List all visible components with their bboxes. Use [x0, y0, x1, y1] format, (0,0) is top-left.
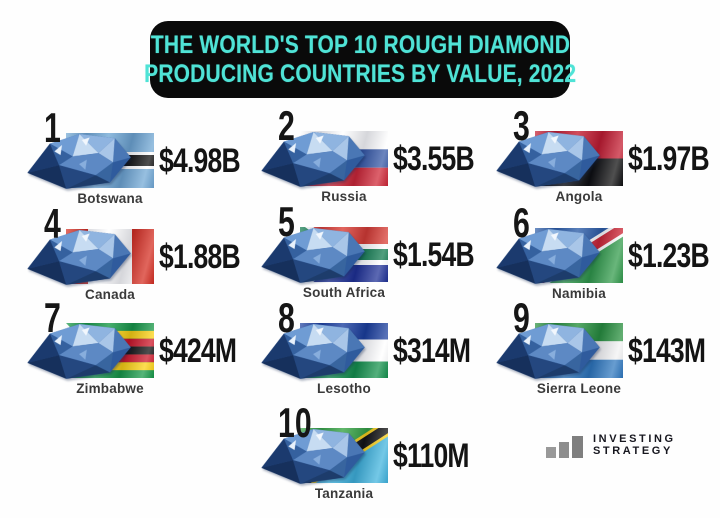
diamond-icon — [488, 222, 611, 294]
value-label: $4.98B — [159, 142, 241, 180]
country-label: Tanzania — [314, 486, 374, 501]
entry-sierra-leone: 9 $143M Sierra Leone — [494, 297, 720, 419]
diamond-icon — [19, 223, 142, 295]
title-banner: THE WORLD'S TOP 10 ROUGH DIAMOND PRODUCI… — [144, 21, 576, 98]
logo-text-line-2: STRATEGY — [593, 444, 673, 457]
entry-russia: 2 $3.55B Russia — [259, 105, 530, 227]
value-label: $1.88B — [159, 238, 241, 276]
country-label: Russia — [321, 189, 367, 204]
rank-number: 2 — [278, 102, 295, 149]
entry-tanzania: 10 $110M Tanzania — [259, 402, 530, 518]
entry-south-africa: 5 $1.54B South Africa — [259, 201, 530, 323]
logo-text-line-1: INVESTING — [593, 433, 676, 445]
value-label: $3.55B — [393, 140, 475, 178]
value-label: $1.97B — [628, 140, 710, 178]
country-label: Sierra Leone — [536, 381, 622, 396]
country-label: Namibia — [552, 286, 606, 301]
entry-canada: 4 $1.88B Canada — [25, 203, 296, 325]
rank-number: 8 — [278, 294, 295, 341]
diamond-icon — [19, 317, 142, 389]
rank-number: 1 — [44, 104, 61, 151]
value-label: $314M — [393, 332, 471, 370]
diamond-icon — [253, 125, 376, 197]
title-line-2: PRODUCING COUNTRIES BY VALUE, 2022 — [143, 59, 577, 88]
diamond-icon — [253, 317, 376, 389]
country-label: Zimbabwe — [76, 381, 144, 396]
entry-lesotho: 8 $314M Lesotho — [259, 297, 530, 419]
rank-number: 5 — [278, 198, 295, 245]
investing-strategy-logo: INVESTING STRATEGY — [546, 433, 676, 458]
entry-namibia: 6 $1.23B Namibia — [494, 202, 720, 324]
rank-number: 10 — [278, 399, 312, 446]
bar-chart-icon — [546, 436, 586, 458]
logo-text: INVESTING STRATEGY — [593, 433, 676, 458]
rank-number: 6 — [513, 199, 530, 246]
value-label: $424M — [159, 332, 237, 370]
entry-angola: 3 $1.97B Angola — [494, 105, 720, 227]
diamond-icon — [253, 422, 376, 494]
diamond-icon — [488, 125, 611, 197]
country-label: South Africa — [302, 285, 386, 300]
value-label: $143M — [628, 332, 706, 370]
value-label: $1.23B — [628, 237, 710, 275]
country-label: Angola — [555, 189, 603, 204]
rank-number: 7 — [44, 294, 61, 341]
rank-number: 3 — [513, 102, 530, 149]
diamond-icon — [488, 317, 611, 389]
rank-number: 9 — [513, 294, 530, 341]
country-label: Canada — [85, 287, 135, 302]
country-label: Botswana — [77, 191, 143, 206]
title-line-1: THE WORLD'S TOP 10 ROUGH DIAMOND — [150, 30, 570, 59]
country-label: Lesotho — [317, 381, 371, 396]
diamond-icon — [253, 221, 376, 293]
entry-zimbabwe: 7 $424M Zimbabwe — [25, 297, 296, 419]
rank-number: 4 — [44, 200, 61, 247]
value-label: $1.54B — [393, 236, 475, 274]
value-label: $110M — [393, 437, 470, 475]
diamond-icon — [19, 127, 142, 199]
entry-botswana: 1 $4.98B Botswana — [25, 107, 296, 229]
